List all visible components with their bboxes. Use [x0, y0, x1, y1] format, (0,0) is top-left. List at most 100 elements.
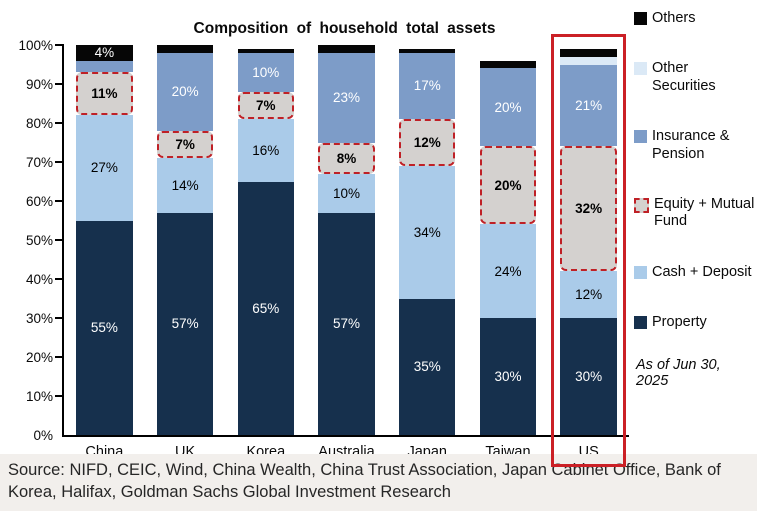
- segment-property: 57%: [156, 212, 214, 435]
- segment-others: [156, 45, 214, 53]
- segment-value-label: 7%: [256, 97, 276, 113]
- segment-property: 57%: [318, 212, 375, 435]
- segment-insurance-pension: 20%: [479, 68, 537, 147]
- segment-others: [560, 48, 617, 57]
- segment-value-label: 21%: [575, 97, 603, 113]
- segment-cash-deposit: 10%: [318, 173, 375, 213]
- y-axis-tick-mark: [55, 161, 64, 163]
- segment-equity-mutual-fund: 7%: [237, 91, 295, 120]
- y-axis-tick-label: 0%: [33, 428, 53, 443]
- legend-swatch: [634, 265, 647, 279]
- y-axis-tick-label: 90%: [25, 77, 53, 92]
- y-axis-tick-mark: [55, 200, 64, 202]
- segment-cash-deposit: 14%: [156, 158, 214, 213]
- segment-property: 55%: [76, 220, 133, 435]
- y-axis-tick-label: 100%: [18, 38, 53, 53]
- segment-cash-deposit: 12%: [560, 271, 617, 319]
- segment-property: 35%: [398, 298, 456, 435]
- bar-column-uk: 57% 14% 7% 20% UK: [145, 45, 226, 460]
- stacked-bar-japan: 35% 34% 12% 17%: [398, 48, 456, 435]
- y-axis-tick-label: 50%: [25, 233, 53, 248]
- segment-value-label: 20%: [494, 177, 522, 193]
- stacked-bar-china: 55% 27% 11% 4%: [76, 45, 133, 435]
- segment-value-label: 34%: [413, 224, 441, 240]
- legend-label: Others: [652, 10, 696, 26]
- stacked-bar-australia: 57% 10% 8% 23%: [318, 45, 375, 435]
- stacked-bar-taiwan: 30% 24% 20% 20%: [479, 60, 537, 435]
- segment-equity-mutual-fund: 11%: [76, 72, 133, 116]
- y-axis-tick-mark: [55, 44, 64, 46]
- y-axis: 0% 10% 20% 30% 40% 50% 60% 70% 80% 90% 100%: [0, 38, 62, 443]
- segment-property: 30%: [560, 318, 617, 435]
- segment-equity-mutual-fund: 7%: [156, 130, 214, 159]
- source-note: Source: NIFD, CEIC, Wind, China Wealth, …: [0, 454, 757, 511]
- segment-others: [237, 48, 295, 53]
- bar-column-taiwan: 30% 24% 20% 20% Taiwan: [468, 45, 549, 460]
- segment-property: 30%: [479, 318, 537, 435]
- bar-column-us: 30% 12% 32% 21% US: [548, 34, 629, 467]
- y-axis-tick-mark: [55, 278, 64, 280]
- legend-swatch: [634, 316, 647, 330]
- segment-insurance-pension: 20%: [156, 52, 214, 131]
- segment-insurance-pension: 10%: [237, 52, 295, 92]
- y-axis-tick-label: 10%: [25, 389, 53, 404]
- y-axis-tick-mark: [55, 83, 64, 85]
- legend-swatch: [634, 197, 649, 213]
- segment-value-label: 8%: [336, 150, 357, 166]
- legend-item-other-securities: Other Securities: [634, 60, 755, 95]
- segment-value-label: 57%: [333, 316, 361, 332]
- legend-item-cash-deposit: Cash + Deposit: [634, 264, 755, 281]
- segment-value-label: 20%: [494, 99, 522, 115]
- segment-property: 65%: [237, 181, 295, 435]
- segment-value-label: 17%: [413, 78, 441, 94]
- legend: Others Other Securities Insurance & Pensio…: [634, 10, 755, 389]
- segment-cash-deposit: 34%: [398, 165, 456, 299]
- segment-insurance-pension: 21%: [560, 64, 617, 147]
- segment-value-label: 24%: [494, 263, 522, 279]
- legend-swatch: [634, 62, 647, 76]
- segment-value-label: 30%: [494, 369, 522, 384]
- segment-value-label: 12%: [413, 135, 441, 151]
- legend-label: Cash + Deposit: [652, 263, 752, 280]
- y-axis-tick-label: 60%: [25, 194, 53, 209]
- y-axis-tick-label: 70%: [25, 155, 53, 170]
- segment-equity-mutual-fund: 8%: [318, 142, 375, 174]
- segment-value-label: 14%: [171, 177, 199, 193]
- segment-insurance-pension: 17%: [398, 52, 456, 120]
- y-axis-tick-label: 80%: [25, 116, 53, 131]
- segment-value-label: 16%: [252, 142, 280, 158]
- legend-item-others: Others: [634, 10, 755, 27]
- segment-value-label: 7%: [175, 136, 195, 152]
- segment-insurance-pension: 23%: [318, 52, 375, 143]
- segment-value-label: 11%: [91, 86, 118, 102]
- bar-column-australia: 57% 10% 8% 23% Australia: [306, 45, 387, 460]
- segment-value-label: 27%: [90, 160, 118, 176]
- stacked-bar-us: 30% 12% 32% 21%: [560, 48, 617, 435]
- segment-others: 4%: [76, 45, 133, 61]
- segment-other-securities: [560, 56, 617, 65]
- segment-others: [479, 60, 537, 69]
- segment-equity-mutual-fund: 32%: [560, 146, 617, 272]
- segment-value-label: 23%: [333, 90, 361, 106]
- segment-value-label: 4%: [94, 45, 115, 61]
- segment-value-label: 57%: [171, 316, 199, 332]
- legend-swatch: [634, 130, 647, 144]
- chart-title: Composition of household total assets: [193, 20, 496, 37]
- as-of-note: As of Jun 30, 2025: [636, 356, 721, 389]
- segment-value-label: 20%: [171, 84, 199, 100]
- segment-value-label: 10%: [333, 185, 361, 201]
- legend-swatch: [634, 12, 647, 25]
- bar-column-china: 55% 27% 11% 4% China: [64, 45, 145, 460]
- segment-value-label: 12%: [575, 287, 603, 303]
- y-axis-tick-label: 40%: [25, 272, 53, 287]
- segment-equity-mutual-fund: 20%: [479, 146, 537, 225]
- y-axis-tick-mark: [55, 356, 64, 358]
- segment-cash-deposit: 16%: [237, 119, 295, 182]
- legend-item-insurance-pension: Insurance & Pension: [634, 128, 755, 163]
- legend-label: Equity + Mutual Fund: [654, 195, 755, 230]
- segment-others: [398, 48, 456, 53]
- segment-others: [318, 45, 375, 53]
- segment-value-label: 65%: [252, 300, 280, 316]
- legend-item-property: Property: [634, 314, 755, 331]
